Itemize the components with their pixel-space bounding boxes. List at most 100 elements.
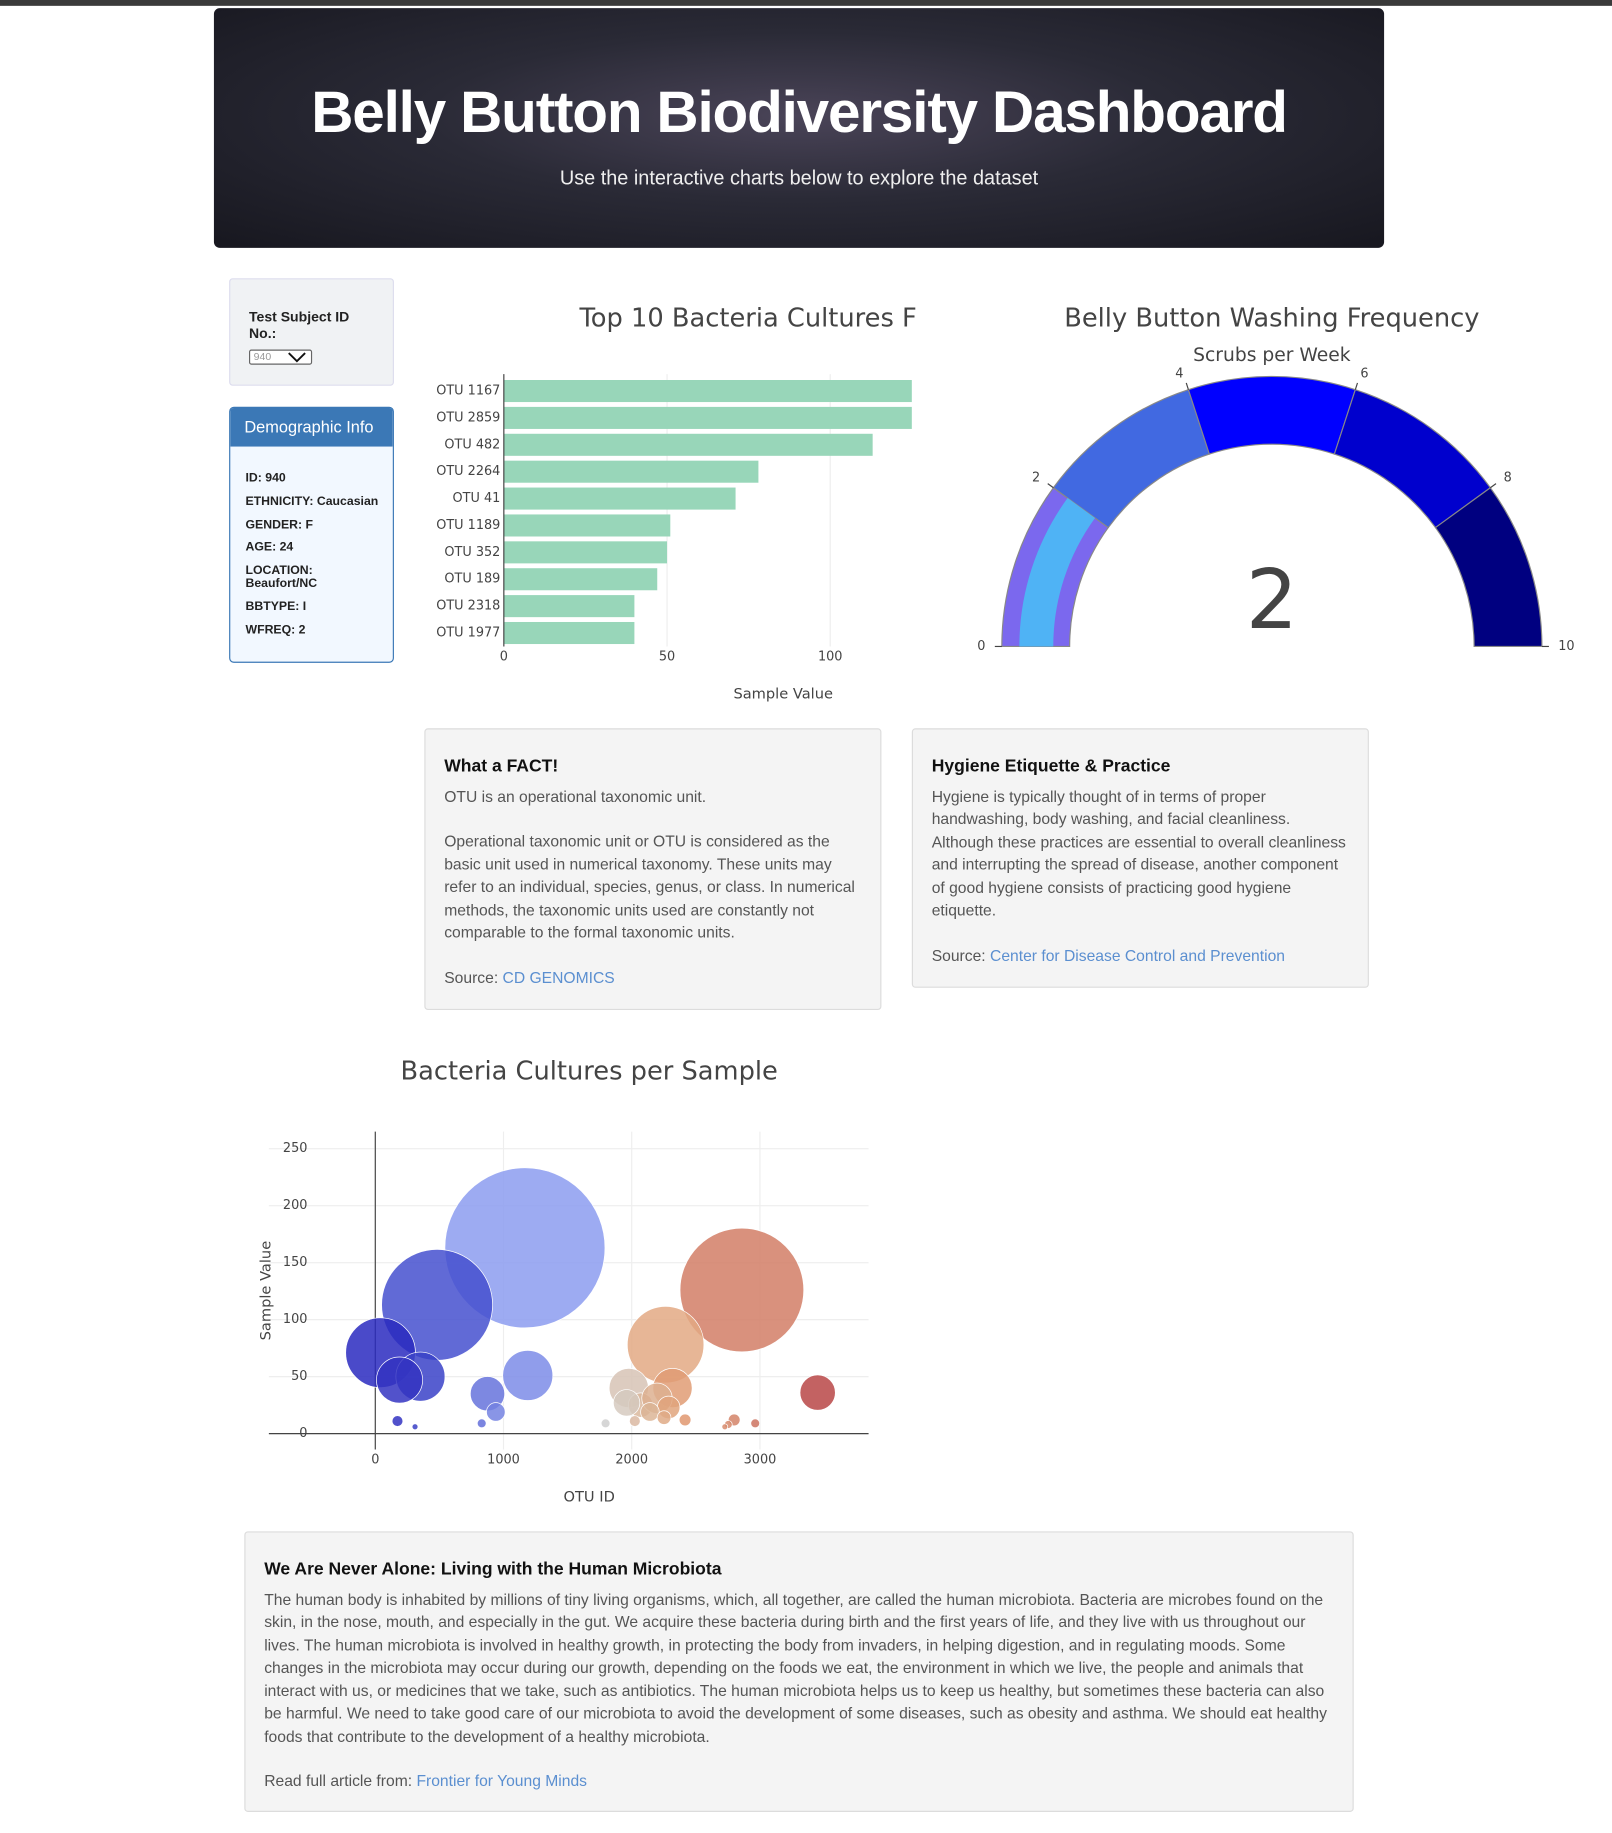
page-subtitle: Use the interactive charts below to expl… bbox=[559, 167, 1039, 190]
gauge-step bbox=[1187, 375, 1357, 455]
y-tick-label: 250 bbox=[283, 1141, 308, 1156]
demographic-title: Demographic Info bbox=[230, 407, 393, 447]
banner: Belly Button Biodiversity Dashboard Use … bbox=[213, 8, 1385, 248]
selector-panel: Test Subject ID No.: 940 bbox=[229, 278, 394, 386]
card-title: We Are Never Alone: Living with the Huma… bbox=[264, 1559, 722, 1580]
card-source: Source: CD GENOMICS bbox=[444, 966, 861, 989]
bubble bbox=[502, 1350, 554, 1401]
source-label: Source: bbox=[931, 946, 986, 964]
x-axis-label: Sample Value bbox=[733, 685, 833, 702]
bubbles bbox=[345, 1167, 836, 1431]
microbiota-card: We Are Never Alone: Living with the Huma… bbox=[244, 1531, 1354, 1812]
subject-dropdown[interactable]: 940 bbox=[248, 349, 313, 365]
bubble bbox=[411, 1423, 419, 1431]
gauge-tick bbox=[1354, 382, 1359, 390]
chart-subtitle: Scrubs per Week bbox=[1193, 345, 1351, 366]
bubble bbox=[395, 1351, 446, 1402]
bar bbox=[503, 487, 736, 510]
gauge-tick-label: 2 bbox=[1032, 471, 1040, 486]
gauge-tick-label: 4 bbox=[1175, 367, 1183, 382]
source-link[interactable]: Frontier for Young Minds bbox=[416, 1772, 588, 1790]
chart-title: Top 10 Bacteria Cultures F bbox=[578, 304, 916, 334]
x-tick-label: 1000 bbox=[487, 1453, 520, 1468]
bubble bbox=[640, 1402, 660, 1422]
bubble bbox=[629, 1415, 641, 1427]
bar bbox=[503, 406, 912, 429]
y-tick-label: OTU 2318 bbox=[436, 599, 500, 614]
bubble bbox=[652, 1368, 693, 1409]
y-tick-label: OTU 482 bbox=[444, 437, 500, 452]
bar bbox=[503, 595, 635, 618]
bubble bbox=[657, 1395, 681, 1420]
demographic-panel: Demographic Info ID: 940 ETHNICITY: Cauc… bbox=[229, 406, 394, 663]
bar bbox=[503, 380, 912, 403]
gauge-step bbox=[1434, 486, 1543, 648]
bubble bbox=[626, 1306, 705, 1384]
source-label: Read full article from: bbox=[264, 1772, 413, 1790]
chart-title: Belly Button Washing Frequency bbox=[1064, 304, 1479, 334]
gauge-tick bbox=[1185, 382, 1189, 390]
x-tick-label: 2000 bbox=[615, 1453, 648, 1468]
gauge-tick bbox=[1489, 483, 1497, 489]
card-title: What a FACT! bbox=[444, 756, 559, 777]
bars bbox=[503, 380, 912, 645]
gauge-tick-label: 6 bbox=[1360, 367, 1368, 382]
chart-title: Bacteria Cultures per Sample bbox=[400, 1056, 777, 1086]
fact-card: What a FACT! OTU is an operational taxon… bbox=[424, 728, 882, 1011]
source-link[interactable]: Center for Disease Control and Preventio… bbox=[990, 946, 1285, 964]
page-title: Belly Button Biodiversity Dashboard bbox=[311, 79, 1288, 145]
y-tick-label: 150 bbox=[283, 1255, 308, 1270]
bar bbox=[503, 460, 759, 483]
source-link[interactable]: CD GENOMICS bbox=[502, 968, 615, 987]
gauge-tick-label: 0 bbox=[977, 639, 985, 654]
x-tick-label: 0 bbox=[500, 649, 508, 664]
x-axis-label: OTU ID bbox=[564, 1488, 615, 1505]
card-text: OTU is an operational taxonomic unit. bbox=[444, 787, 707, 805]
card-text: The human body is inhabited by millions … bbox=[264, 1590, 1327, 1745]
x-tick-label: 3000 bbox=[744, 1453, 777, 1468]
bar bbox=[503, 568, 658, 591]
card-title: Hygiene Etiquette & Practice bbox=[931, 756, 1171, 777]
bubble bbox=[608, 1368, 649, 1409]
card-source: Read full article from: Frontier for You… bbox=[264, 1770, 1334, 1793]
y-tick-label: 0 bbox=[299, 1426, 307, 1441]
bar bbox=[503, 541, 668, 564]
bar bbox=[503, 621, 635, 645]
x-tick-label: 50 bbox=[659, 649, 675, 664]
bubble bbox=[381, 1248, 493, 1361]
gauge-value: 2 bbox=[1246, 553, 1298, 648]
hygiene-card: Hygiene Etiquette & Practice Hygiene is … bbox=[911, 728, 1369, 988]
bubble bbox=[613, 1389, 641, 1417]
demographic-item: BBTYPE: I bbox=[245, 599, 307, 614]
gauge-tick bbox=[1047, 483, 1054, 489]
y-tick-label: OTU 1977 bbox=[436, 626, 500, 641]
bubble bbox=[476, 1418, 487, 1429]
bubble bbox=[656, 1410, 672, 1425]
card-text: Operational taxonomic unit or OTU is con… bbox=[444, 832, 855, 942]
demographic-item: ETHNICITY: Caucasian bbox=[245, 494, 379, 509]
bubble bbox=[444, 1167, 606, 1329]
dropdown-value: 940 bbox=[253, 350, 272, 363]
bubble bbox=[600, 1418, 611, 1429]
bubble bbox=[641, 1382, 673, 1414]
x-tick-label: 100 bbox=[818, 649, 843, 664]
bubble bbox=[391, 1415, 404, 1427]
demographic-item: WFREQ: 2 bbox=[245, 623, 306, 638]
bubble bbox=[376, 1356, 423, 1404]
bubble bbox=[678, 1413, 692, 1427]
demographic-item: AGE: 24 bbox=[245, 540, 294, 555]
y-tick-label: 50 bbox=[291, 1369, 307, 1384]
gauge-bar bbox=[1019, 498, 1096, 647]
bubble bbox=[727, 1413, 741, 1427]
demographic-item: ID: 940 bbox=[245, 471, 286, 486]
bubble bbox=[627, 1392, 654, 1418]
bubble bbox=[721, 1423, 729, 1431]
gauge-tick-label: 8 bbox=[1504, 471, 1512, 486]
gauge-step bbox=[1001, 486, 1110, 648]
x-tick-label: 0 bbox=[371, 1453, 379, 1468]
demographic-item: GENDER: F bbox=[245, 517, 313, 532]
y-axis-label: Sample Value bbox=[258, 1241, 275, 1341]
bubble bbox=[679, 1227, 805, 1353]
